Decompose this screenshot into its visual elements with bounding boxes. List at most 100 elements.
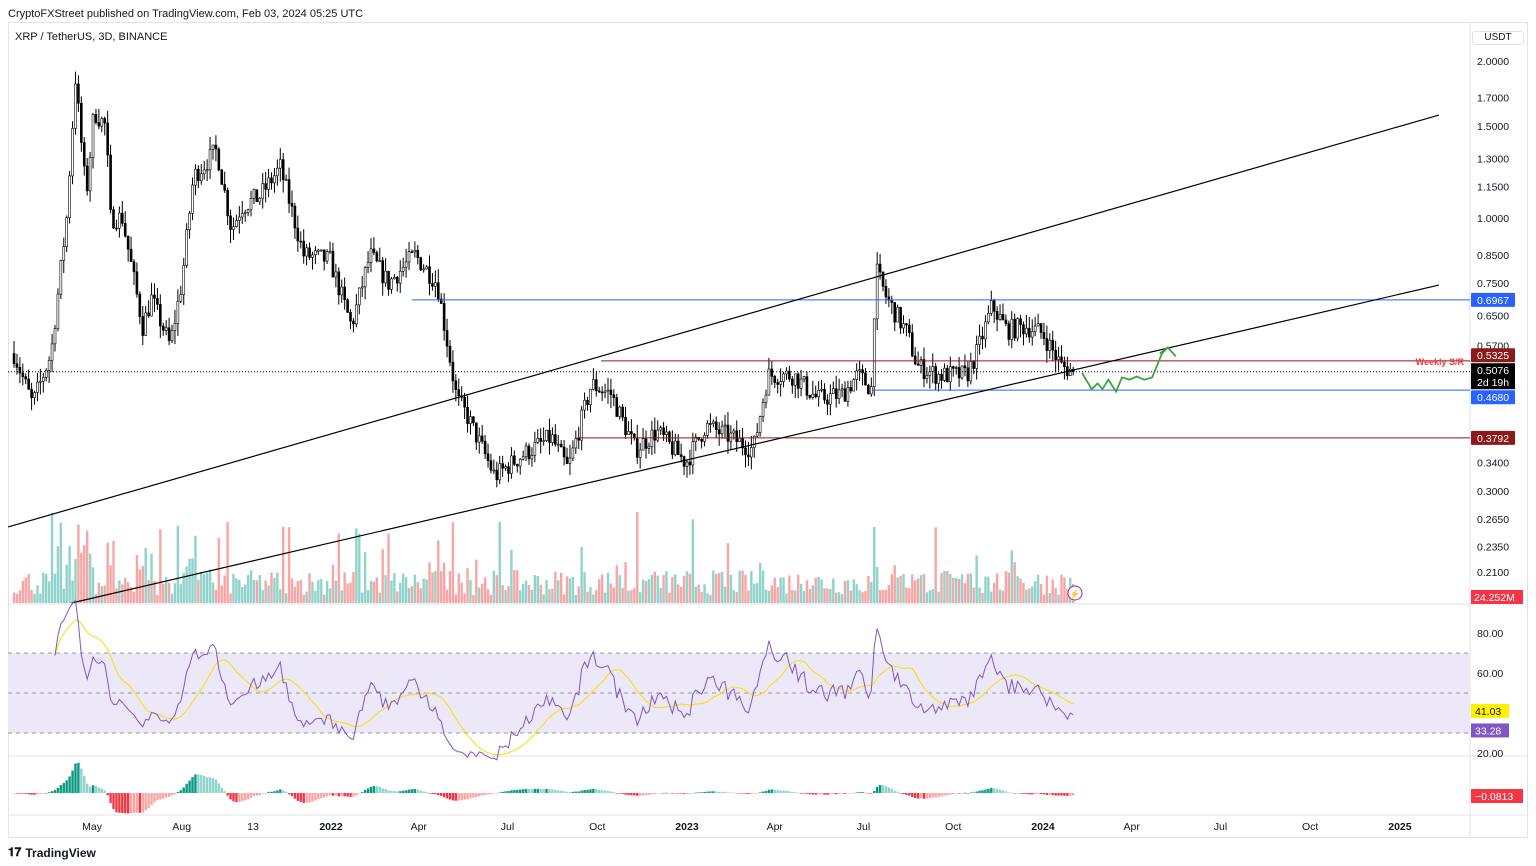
macd-bar xyxy=(963,792,967,794)
volume-bar xyxy=(715,573,718,603)
candle-body xyxy=(85,165,89,192)
candle-body xyxy=(442,303,446,331)
macd-bar xyxy=(843,793,847,794)
volume-bar xyxy=(682,575,686,603)
macd-bar xyxy=(33,793,36,795)
volume-bar xyxy=(1051,579,1054,603)
macd-bar xyxy=(378,786,381,793)
candle-body xyxy=(504,466,507,469)
volume-bar xyxy=(80,552,83,603)
macd-bar xyxy=(896,791,899,793)
volume-bar xyxy=(235,578,238,603)
macd-bar xyxy=(1072,793,1075,796)
volume-bar xyxy=(162,583,165,603)
volume-bar xyxy=(442,562,446,603)
macd-bar xyxy=(811,793,814,795)
candle-body xyxy=(120,212,124,224)
volume-bar xyxy=(767,590,771,603)
macd-bar xyxy=(258,793,262,796)
macd-bar xyxy=(366,788,370,793)
macd-bar xyxy=(641,793,645,796)
macd-bar xyxy=(331,793,335,796)
volume-bar xyxy=(393,573,396,603)
volume-bar xyxy=(264,580,267,603)
candle-body xyxy=(331,250,335,278)
macd-bar xyxy=(545,788,548,793)
macd-bar xyxy=(188,780,191,793)
volume-bar xyxy=(1019,578,1022,603)
candle-body xyxy=(68,175,71,218)
macd-bar xyxy=(998,789,1002,793)
currency-button[interactable]: USDT xyxy=(1472,31,1524,45)
tradingview-logo[interactable]: 𝟏𝟕 TradingView xyxy=(8,845,96,860)
candle-body xyxy=(235,220,238,227)
candle-body xyxy=(752,435,756,448)
candle-body xyxy=(609,389,613,396)
macd-bar xyxy=(820,793,823,795)
candle-body xyxy=(951,366,955,369)
volume-bar xyxy=(873,526,876,603)
volume-bar xyxy=(194,535,197,603)
macd-bar xyxy=(662,792,665,794)
macd-bar xyxy=(805,793,809,794)
candle-body xyxy=(884,286,888,298)
macd-bar xyxy=(1054,793,1057,796)
price-tick-label: 0.2350 xyxy=(1477,541,1509,553)
candle-body xyxy=(240,213,244,218)
candle-body xyxy=(27,378,30,390)
volume-bar xyxy=(647,579,651,603)
volume-bar xyxy=(404,577,408,603)
macd-bar xyxy=(492,793,496,794)
volume-bar xyxy=(203,574,206,603)
candle-body xyxy=(694,436,698,443)
macd-bar xyxy=(712,791,715,793)
volume-bar xyxy=(785,593,788,603)
macd-bar xyxy=(960,793,964,794)
volume-bar xyxy=(205,572,209,603)
volume-bar xyxy=(308,573,311,603)
macd-bar xyxy=(276,790,279,793)
volume-bar xyxy=(164,576,168,603)
candle-body xyxy=(545,429,548,441)
volume-bar xyxy=(366,589,370,603)
volume-bar xyxy=(445,589,449,603)
candle-body xyxy=(729,432,733,442)
macd-bar xyxy=(343,793,346,797)
candle-body xyxy=(594,379,598,392)
volume-bar xyxy=(489,594,493,603)
volume-bar xyxy=(811,585,814,603)
candle-body xyxy=(679,454,683,457)
macd-bar xyxy=(460,793,463,801)
volume-bar xyxy=(513,570,516,603)
candle-body xyxy=(539,437,542,442)
time-tick-label: Oct xyxy=(589,821,605,833)
volume-bar xyxy=(519,590,522,603)
volume-bar xyxy=(173,583,177,603)
volume-bar xyxy=(612,587,616,603)
candle-body xyxy=(308,247,311,258)
candle-body xyxy=(805,376,809,396)
symbol-title[interactable]: XRP / TetherUS, 3D, BINANCE xyxy=(15,31,168,43)
volume-bar xyxy=(30,589,33,603)
volume-bar xyxy=(603,592,607,603)
macd-bar xyxy=(618,793,621,794)
macd-bar xyxy=(238,793,241,802)
macd-bar xyxy=(100,788,104,793)
macd-bar xyxy=(516,789,519,793)
candle-body xyxy=(475,422,478,443)
macd-bar xyxy=(796,792,800,794)
candle-body xyxy=(270,177,273,184)
macd-bar xyxy=(241,793,244,802)
candle-body xyxy=(606,389,610,392)
level-tag xyxy=(1471,390,1515,405)
candle-body xyxy=(1057,356,1060,360)
volume-bar xyxy=(246,574,250,603)
volume-bar xyxy=(410,586,414,603)
macd-bar xyxy=(208,777,212,793)
macd-bar xyxy=(384,788,387,793)
macd-bar xyxy=(407,789,411,793)
macd-bar xyxy=(393,790,396,793)
macd-bar xyxy=(715,791,718,793)
candle-body xyxy=(1036,323,1040,327)
